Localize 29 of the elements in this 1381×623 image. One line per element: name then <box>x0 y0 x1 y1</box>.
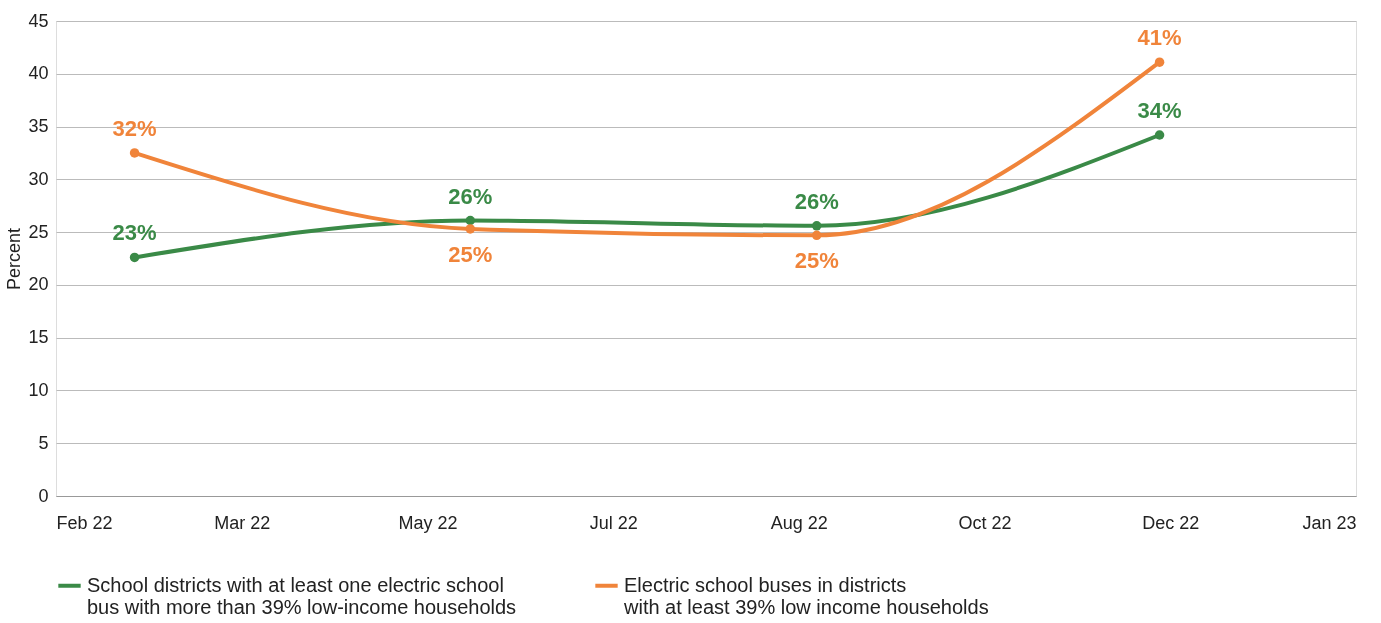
data-label: 34% <box>1137 98 1182 123</box>
data-label: 41% <box>1137 25 1182 51</box>
y-tick-label: 10 <box>28 379 49 400</box>
x-tick-label: Feb 22 <box>56 512 113 533</box>
y-tick-label: 15 <box>28 327 49 348</box>
x-tick-label: Jul 22 <box>589 512 638 533</box>
y-tick-label: 25 <box>28 221 49 242</box>
x-tick-label: Aug 22 <box>770 512 828 533</box>
data-label: 25% <box>794 248 839 274</box>
legend-label: School districts with at least one electric school bus with more than 39% low-income households <box>87 573 517 618</box>
x-tick-label: Jan 23 <box>1302 512 1357 533</box>
data-label: 32% <box>112 115 157 141</box>
x-tick-label: Mar 22 <box>214 512 271 533</box>
x-tick-label: May 22 <box>398 512 458 533</box>
data-label: 25% <box>448 241 493 267</box>
y-tick-label: 45 <box>28 10 49 31</box>
y-tick-label: 35 <box>28 116 49 137</box>
y-tick-label: 5 <box>38 432 49 453</box>
x-tick-label: Oct 22 <box>958 512 1012 533</box>
y-axis-title: Percent <box>4 227 25 291</box>
data-label: 23% <box>112 220 157 246</box>
data-label: 26% <box>794 188 839 214</box>
x-tick-label: Dec 22 <box>1142 512 1200 533</box>
data-label: 26% <box>448 183 493 209</box>
y-tick-label: 30 <box>28 168 49 189</box>
y-tick-label: 40 <box>28 63 49 84</box>
y-tick-label: 0 <box>38 485 49 506</box>
y-tick-label: 20 <box>28 274 49 295</box>
legend-label: Electric school buses in districts with at least 39% low income households <box>623 573 989 618</box>
